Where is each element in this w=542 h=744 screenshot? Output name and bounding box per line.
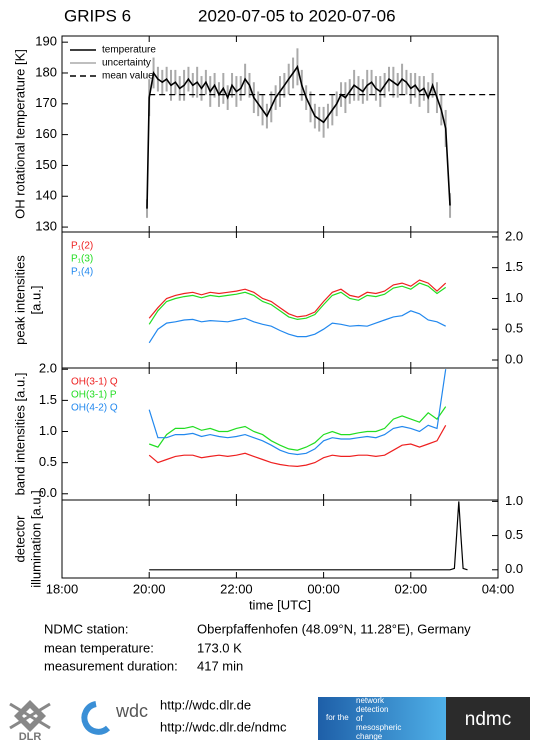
plot-area [148,279,447,344]
ndmc-text: ndmc [465,709,511,730]
y-tick-label: 140 [35,188,57,203]
ndmc-tagline: mesospheric [356,723,401,732]
plot-area [146,48,498,218]
y-tick-label: 1.0 [39,423,57,438]
legend-label: OH(4-2) Q [71,403,118,414]
y-tick-label: 1.0 [505,290,523,305]
y-tick-label: 1.5 [505,259,523,274]
legend-label: uncertainty [102,58,151,69]
panel-frame [61,231,499,369]
y-tick-label: 150 [35,157,57,172]
dlr-logo: DLR [9,700,51,743]
x-tick-label: 20:00 [133,581,166,596]
series-line [148,310,446,344]
y-axis-label: peak intensities [12,255,27,345]
y-axis-label: detector [12,515,27,563]
footer-value: 173.0 K [197,640,242,655]
y-tick-label: 0.0 [39,485,57,500]
title: GRIPS 6 [64,6,131,25]
series-line [148,369,447,456]
panel: 0.0 0.5 1.0 1.5 2.0 band intensities [a.u.] OH… [12,361,499,501]
dlr-text: DLR [19,731,42,743]
y-tick-label: 160 [35,126,57,141]
panel-frame [61,367,499,501]
footer-label: measurement duration: [44,658,178,673]
y-axis-label: [a.u.] [28,286,43,315]
legend-label: P₁(3) [71,254,93,265]
footer-label: NDMC station: [44,621,129,636]
panel: 130 140 150 160 170 180 190 OH rotational tempe… [12,34,499,234]
y-tick-label: 180 [35,64,57,79]
y-axis-label: OH rotational temperature [K] [12,49,27,219]
y-tick-label: 190 [35,34,57,49]
ndmc-tagline: detection [356,705,388,714]
x-tick-label: 00:00 [307,581,340,596]
url: http://wdc.dlr.de/ndmc [160,719,287,734]
y-tick-label: 2.0 [39,361,57,376]
ndmc-tagline: for the [326,713,349,722]
series-line [149,501,468,571]
y-tick-label: 0.5 [505,527,523,542]
panel: 0.0 0.5 1.0 1.5 2.0 peak intensities [a.u.] P₁(… [12,228,523,369]
y-axis-label: band intensities [a.u.] [12,373,27,496]
y-tick-label: 1.0 [505,493,523,508]
ndmc-tagline: change [356,732,383,741]
series-line [146,64,451,209]
y-tick-label: 0.0 [505,561,523,576]
x-tick-label: 04:00 [482,581,515,596]
series-line [148,279,447,319]
date-range: 2020-07-05 to 2020-07-06 [198,6,396,25]
x-tick-label: 02:00 [395,581,428,596]
footer-value: Oberpfaffenhofen (48.09°N, 11.28°E), Ger… [197,621,471,636]
y-tick-label: 1.5 [39,392,57,407]
series-line [148,406,447,451]
legend-label: P₁(2) [71,241,93,252]
plot-area [148,369,447,468]
wdc-logo: wdc [81,701,148,735]
panel-frame [61,499,499,579]
x-tick-label: 18:00 [46,581,79,596]
series-line [148,282,447,325]
legend-label: temperature [102,45,156,56]
legend-label: mean value [102,71,154,82]
legend-label: OH(3-1) Q [71,377,118,388]
wdc-text: wdc [115,701,148,721]
footer-label: mean temperature: [44,640,154,655]
footer: NDMC station: Oberpfaffenhofen (48.09°N,… [9,621,530,743]
url: http://wdc.dlr.de [160,697,251,712]
y-tick-label: 2.0 [505,228,523,243]
y-axis-label: illumination [a.u.] [28,490,43,588]
ndmc-banner: for the network detection of mesospheric… [318,696,530,741]
y-tick-label: 0.5 [505,321,523,336]
y-tick-label: 0.5 [39,454,57,469]
ndmc-tagline: network [356,696,385,705]
plot-area [149,501,468,571]
ndmc-tagline: of [356,714,363,723]
y-tick-label: 170 [35,95,57,110]
legend-label: P₁(4) [71,267,93,278]
footer-value: 417 min [197,658,243,673]
y-tick-label: 130 [35,219,57,234]
legend-label: OH(3-1) P [71,390,117,401]
panel: 0.0 0.5 1.0 18:00 20:00 22:00 00:00 02:00 04:00 t… [12,490,523,612]
y-tick-label: 0.0 [505,351,523,366]
series-line [148,425,447,468]
x-axis-label: time [UTC] [249,597,311,612]
x-tick-label: 22:00 [220,581,253,596]
